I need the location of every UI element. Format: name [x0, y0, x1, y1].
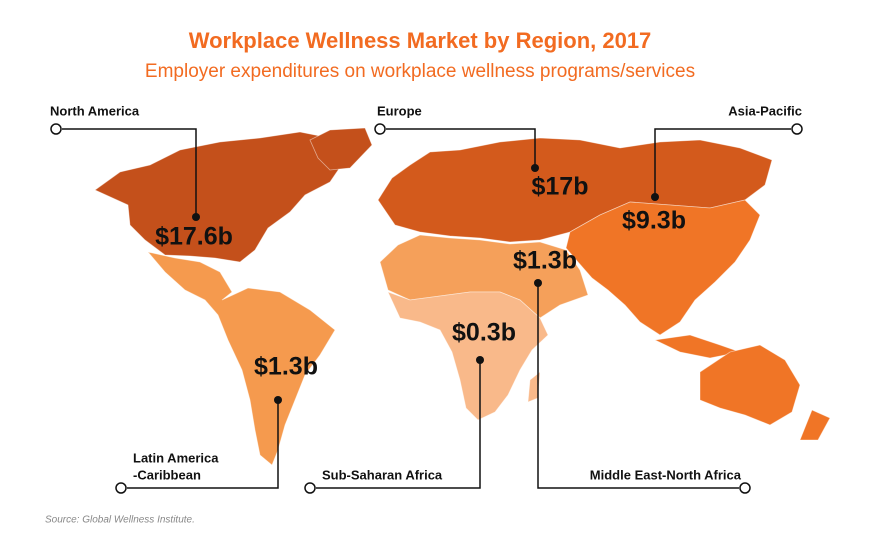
- region-label: Europe: [377, 103, 422, 118]
- leader-dot: [192, 213, 200, 221]
- region-label: Middle East-North Africa: [590, 467, 742, 482]
- title: Workplace Wellness Market by Region, 201…: [189, 28, 652, 53]
- leader-dot: [274, 396, 282, 404]
- world-map: [94, 127, 831, 466]
- leader-dot: [531, 164, 539, 172]
- leader-line: [654, 128, 791, 197]
- leader-ring: [304, 482, 316, 494]
- north-america-shape: [94, 131, 346, 263]
- leader-dot: [651, 193, 659, 201]
- leader-ring: [739, 482, 751, 494]
- leader-lines: [50, 123, 803, 494]
- new-zealand-shape: [799, 409, 831, 441]
- region-value: $1.3b: [513, 247, 577, 275]
- asia-pacific-shape: [565, 199, 761, 336]
- region-label: Sub-Saharan Africa: [322, 467, 443, 482]
- region-label: Asia-Pacific: [728, 103, 802, 118]
- leader-line: [62, 128, 197, 217]
- region-label: Latin America: [133, 450, 219, 465]
- region-value: $17.6b: [155, 223, 233, 251]
- subtitle: Employer expenditures on workplace welln…: [145, 61, 695, 82]
- australia-shape: [699, 344, 801, 426]
- sub-saharan-shape: [387, 291, 549, 421]
- latin-america-shape: [146, 251, 336, 466]
- source: Source: Global Wellness Institute.: [45, 515, 195, 526]
- leader-ring: [374, 123, 386, 135]
- leader-ring: [791, 123, 803, 135]
- region-label: -Caribbean: [133, 467, 201, 482]
- region-label: North America: [50, 103, 140, 118]
- leader-ring: [115, 482, 127, 494]
- leader-line: [127, 400, 279, 489]
- greenland-shape: [309, 127, 373, 171]
- region-value: $17b: [532, 173, 589, 201]
- leader-line: [537, 283, 739, 489]
- leader-dot: [476, 356, 484, 364]
- europe-shape: [377, 137, 773, 243]
- region-value: $9.3b: [622, 207, 686, 235]
- leader-ring: [50, 123, 62, 135]
- leader-dot: [534, 279, 542, 287]
- leader-line: [316, 360, 481, 489]
- region-value: $0.3b: [452, 319, 516, 347]
- leader-line: [386, 128, 536, 168]
- region-value: $1.3b: [254, 353, 318, 381]
